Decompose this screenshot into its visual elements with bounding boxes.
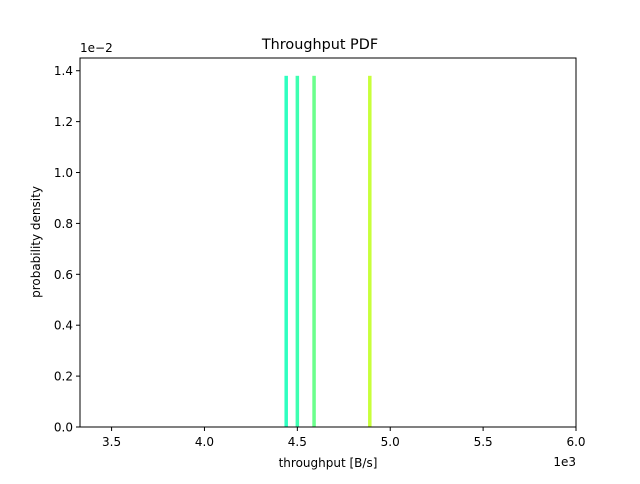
pdf-bar-4 bbox=[368, 75, 372, 427]
chart-title: Throughput PDF bbox=[261, 37, 378, 53]
x-tick-label: 6.0 bbox=[566, 435, 585, 449]
x-tick-label: 5.0 bbox=[381, 435, 400, 449]
pdf-bar-2 bbox=[295, 75, 300, 427]
y-tick-label: 0.0 bbox=[54, 421, 73, 435]
plot-frame bbox=[79, 57, 577, 428]
x-axis-multiplier: 1e3 bbox=[553, 455, 576, 469]
y-axis-label: probability density bbox=[29, 186, 43, 298]
x-tick-label: 4.5 bbox=[288, 435, 307, 449]
y-tick-label: 0.6 bbox=[54, 268, 73, 282]
y-tick-label: 1.4 bbox=[54, 64, 73, 78]
x-tick-label: 4.0 bbox=[195, 435, 214, 449]
pdf-bar-1 bbox=[284, 75, 288, 427]
y-tick-label: 0.8 bbox=[54, 217, 73, 231]
x-axis-ticks: 3.5 4.0 4.5 5.0 5.5 6.0 bbox=[102, 427, 586, 449]
y-tick-label: 1.2 bbox=[54, 115, 73, 129]
y-tick-label: 0.2 bbox=[54, 370, 73, 384]
y-tick-label: 1.0 bbox=[54, 166, 73, 180]
y-tick-label: 0.4 bbox=[54, 319, 73, 333]
y-axis-multiplier: 1e−2 bbox=[80, 41, 113, 55]
x-axis-label: throughput [B/s] bbox=[279, 456, 378, 470]
y-axis-ticks: 0.0 0.2 0.4 0.6 0.8 1.0 1.2 1.4 bbox=[54, 64, 80, 435]
x-tick-label: 5.5 bbox=[474, 435, 493, 449]
pdf-bar-3 bbox=[312, 75, 316, 427]
x-tick-label: 3.5 bbox=[102, 435, 121, 449]
bars-layer bbox=[284, 75, 372, 427]
